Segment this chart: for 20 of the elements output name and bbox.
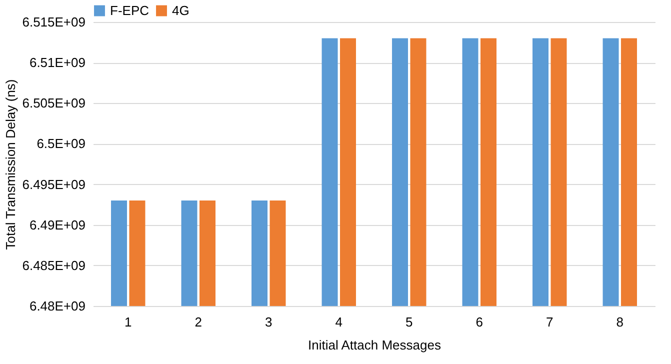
x-tick-label: 8 bbox=[616, 314, 624, 330]
x-tick-label: 6 bbox=[476, 314, 483, 330]
y-tick-label: 6.5E+09 bbox=[36, 136, 86, 152]
x-tick-label: 3 bbox=[265, 314, 272, 330]
x-tick-label: 5 bbox=[406, 314, 413, 330]
y-tick-label: 6.51E+09 bbox=[29, 55, 86, 70]
x-tick-label: 7 bbox=[546, 314, 554, 330]
y-tick-label: 6.505E+09 bbox=[22, 96, 86, 111]
legend-label: 4G bbox=[172, 2, 190, 18]
y-tick-label: 6.485E+09 bbox=[22, 258, 86, 273]
y-tick-label: 6.495E+09 bbox=[22, 176, 86, 192]
y-tick-label: 6.48E+09 bbox=[29, 298, 86, 314]
y-tick-label: 6.515E+09 bbox=[22, 14, 86, 30]
x-tick-label: 1 bbox=[124, 314, 132, 330]
x-axis-title: Initial Attach Messages bbox=[308, 338, 442, 352]
legend-label: F-EPC bbox=[110, 2, 149, 18]
y-tick-label: 6.49E+09 bbox=[29, 217, 86, 232]
y-axis-title: Total Transmission Delay (ns) bbox=[3, 79, 18, 250]
x-tick-label: 4 bbox=[335, 314, 342, 330]
x-tick-label: 2 bbox=[194, 314, 202, 330]
